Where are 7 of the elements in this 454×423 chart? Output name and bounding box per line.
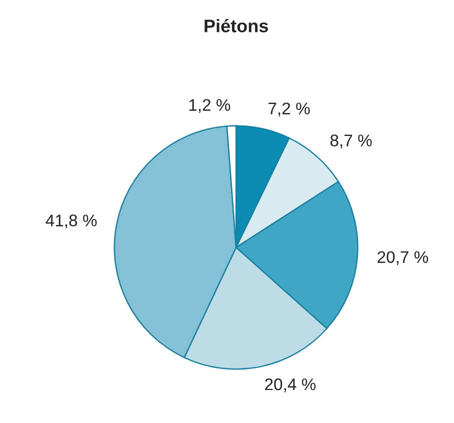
- chart-title: Piétons: [204, 18, 268, 32]
- data-label: 1,2 %: [189, 99, 230, 113]
- data-label: 41,8 %: [46, 214, 97, 228]
- data-label: 7,2 %: [268, 102, 310, 116]
- data-label: 8,7 %: [330, 134, 372, 148]
- data-label: 20,7 %: [378, 251, 428, 265]
- data-label: 20,4 %: [265, 378, 316, 392]
